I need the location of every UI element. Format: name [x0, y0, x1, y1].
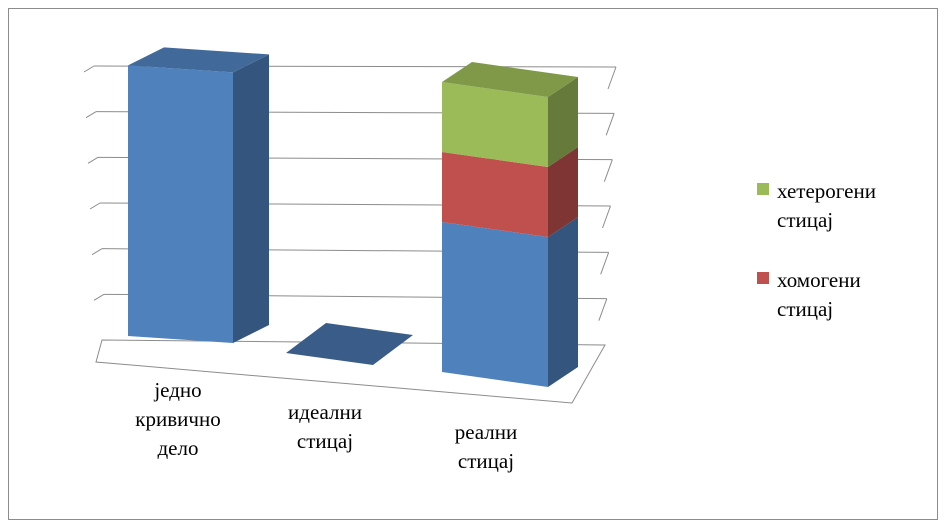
- gridline-right-3: [602, 205, 611, 229]
- category-label-3-line-1: реални: [454, 420, 518, 444]
- legend-label-heterogeneous-line-2: стицај: [777, 208, 834, 232]
- legend-swatch-homogeneous: [757, 272, 769, 284]
- category-label-1-line-1: једно: [154, 378, 202, 402]
- legend-label-homogeneous-line-2: стицај: [777, 297, 834, 321]
- legend-label-heterogeneous: хетерогени стицај: [777, 177, 937, 235]
- category-label-2-line-2: стицај: [296, 429, 354, 453]
- legend-swatch-heterogeneous: [757, 183, 769, 195]
- legend-label-homogeneous-line-1: хомогени: [777, 268, 861, 292]
- gridline-left-6: [83, 65, 95, 73]
- gridline-right-4: [603, 159, 613, 182]
- bar-3-series-3-top: [442, 62, 578, 97]
- gridline-right-1: [598, 298, 608, 321]
- category-label-3: реални стицај: [416, 418, 556, 476]
- category-label-3-line-2: стицај: [457, 449, 515, 473]
- gridline-right-5: [605, 113, 615, 136]
- bar-3-series-1-front: [442, 222, 548, 387]
- gridline-right-2: [600, 252, 610, 275]
- bar-1-series-1-top: [128, 47, 269, 73]
- category-label-1: једно кривично дело: [108, 376, 248, 463]
- legend-label-heterogeneous-line-1: хетерогени: [777, 179, 876, 203]
- bar-3-series-2-front: [442, 152, 548, 237]
- category-label-1-line-2: кривично: [135, 407, 221, 431]
- category-label-2-line-1: идеални: [288, 400, 362, 424]
- gridline-left-5: [85, 111, 97, 119]
- gridline-right-6: [607, 66, 617, 90]
- bar-3-series-3-side: [548, 77, 578, 167]
- gridline-left-1: [93, 293, 105, 301]
- chart-floor: [95, 339, 606, 404]
- gridline-left-4: [87, 156, 99, 164]
- legend-label-homogeneous: хомогени стицај: [777, 266, 937, 324]
- bar-3-series-1-side: [548, 217, 578, 387]
- bar-1-series-1-side: [233, 54, 269, 344]
- gridline-left-3: [89, 202, 101, 210]
- category-label-2: идеални стицај: [255, 398, 395, 456]
- bar-3-series-2-side: [548, 147, 578, 237]
- bar-2-floor-tile: [286, 323, 413, 365]
- gridline-left-2: [91, 248, 103, 256]
- bar-3-series-3-front: [442, 82, 548, 167]
- category-label-1-line-3: дело: [157, 436, 199, 460]
- chart-bars: [128, 47, 578, 387]
- bar-1-series-1-front: [128, 65, 233, 344]
